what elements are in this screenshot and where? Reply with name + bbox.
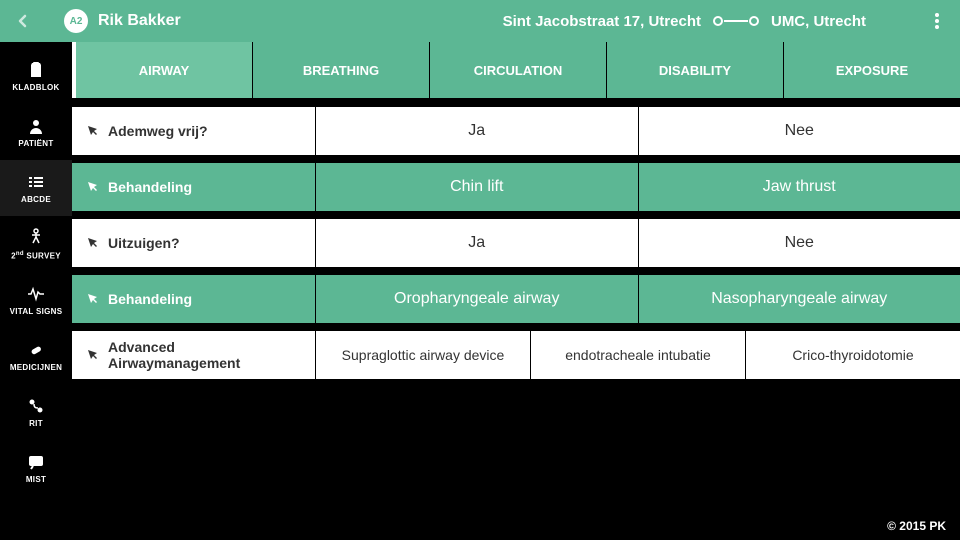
cursor-icon bbox=[86, 124, 100, 138]
tab-breathing[interactable]: BREATHING bbox=[253, 42, 429, 98]
option-button[interactable]: Nee bbox=[639, 107, 960, 155]
route-origin: Sint Jacobstraat 17, Utrecht bbox=[503, 13, 701, 30]
option-button[interactable]: Oropharyngeale airway bbox=[316, 275, 638, 323]
patient-name: Rik Bakker bbox=[98, 12, 503, 30]
footer: © 2015 PK bbox=[72, 512, 960, 540]
assessment-row: Advanced Airwaymanagement Supraglottic ai… bbox=[72, 331, 960, 379]
option-button[interactable]: Nee bbox=[639, 219, 960, 267]
option-button[interactable]: Jaw thrust bbox=[639, 163, 960, 211]
nav-label: MEDICIJNEN bbox=[10, 364, 62, 372]
row-label: Ademweg vrij? bbox=[72, 107, 315, 155]
assessment-row: Behandeling Oropharyngeale airwayNasophar… bbox=[72, 275, 960, 323]
nav-icon bbox=[27, 173, 45, 191]
row-label-text: Ademweg vrij? bbox=[108, 123, 208, 139]
tab-circulation[interactable]: CIRCULATION bbox=[430, 42, 606, 98]
tab-exposure[interactable]: EXPOSURE bbox=[784, 42, 960, 98]
avatar-badge: A2 bbox=[64, 9, 88, 33]
row-label-text: Advanced Airwaymanagement bbox=[108, 339, 301, 371]
sidebar-item-patiënt[interactable]: PATIËNT bbox=[0, 104, 72, 160]
nav-label: RIT bbox=[29, 420, 43, 428]
main-area: AIRWAYBREATHINGCIRCULATIONDISABILITYEXPO… bbox=[72, 42, 960, 540]
route-line-icon bbox=[713, 16, 759, 26]
abcde-tabs: AIRWAYBREATHINGCIRCULATIONDISABILITYEXPO… bbox=[72, 42, 960, 98]
row-label: Uitzuigen? bbox=[72, 219, 315, 267]
sidebar-item-medicijnen[interactable]: MEDICIJNEN bbox=[0, 328, 72, 384]
back-button[interactable] bbox=[12, 10, 34, 32]
sidebar: KLADBLOK PATIËNT ABCDE 2nd SURVEY VITAL SIGN… bbox=[0, 42, 72, 540]
nav-label: MIST bbox=[26, 476, 46, 484]
option-button[interactable]: Supraglottic airway device bbox=[316, 331, 530, 379]
more-button[interactable] bbox=[926, 10, 948, 32]
row-options: Chin liftJaw thrust bbox=[316, 163, 960, 211]
row-label: Behandeling bbox=[72, 163, 315, 211]
nav-icon bbox=[27, 453, 45, 471]
more-vertical-icon bbox=[935, 13, 939, 29]
option-button[interactable]: Crico-thyroidotomie bbox=[746, 331, 960, 379]
sidebar-item-mist[interactable]: MIST bbox=[0, 440, 72, 496]
row-options: Oropharyngeale airwayNasopharyngeale air… bbox=[316, 275, 960, 323]
nav-label: PATIËNT bbox=[18, 140, 53, 148]
option-button[interactable]: Nasopharyngeale airway bbox=[639, 275, 960, 323]
option-button[interactable]: Ja bbox=[316, 107, 638, 155]
row-options: JaNee bbox=[316, 219, 960, 267]
tab-airway[interactable]: AIRWAY bbox=[72, 42, 252, 98]
tab-disability[interactable]: DISABILITY bbox=[607, 42, 783, 98]
copyright-text: © 2015 PK bbox=[887, 519, 946, 533]
sidebar-item-vital-signs[interactable]: VITAL SIGNS bbox=[0, 272, 72, 328]
assessment-row: Behandeling Chin liftJaw thrust bbox=[72, 163, 960, 211]
row-label: Behandeling bbox=[72, 275, 315, 323]
nav-label: KLADBLOK bbox=[12, 84, 59, 92]
row-options: Supraglottic airway deviceendotracheale … bbox=[316, 331, 960, 379]
route-display: Sint Jacobstraat 17, Utrecht UMC, Utrech… bbox=[503, 13, 866, 30]
nav-icon bbox=[27, 341, 45, 359]
arrow-left-icon bbox=[15, 13, 31, 29]
cursor-icon bbox=[86, 236, 100, 250]
airway-content: Ademweg vrij?JaNeeBehandelingChin liftJa… bbox=[72, 99, 960, 512]
row-label: Advanced Airwaymanagement bbox=[72, 331, 315, 379]
sidebar-item-2nd-survey[interactable]: 2nd SURVEY bbox=[0, 216, 72, 272]
cursor-icon bbox=[86, 180, 100, 194]
sidebar-item-abcde[interactable]: ABCDE bbox=[0, 160, 72, 216]
option-button[interactable]: Chin lift bbox=[316, 163, 638, 211]
assessment-row: Uitzuigen? JaNee bbox=[72, 219, 960, 267]
route-destination: UMC, Utrecht bbox=[771, 13, 866, 30]
top-bar: A2 Rik Bakker Sint Jacobstraat 17, Utrec… bbox=[0, 0, 960, 42]
option-button[interactable]: endotracheale intubatie bbox=[531, 331, 745, 379]
cursor-icon bbox=[86, 348, 100, 362]
nav-label: 2nd SURVEY bbox=[11, 251, 61, 261]
cursor-icon bbox=[86, 292, 100, 306]
nav-icon bbox=[27, 228, 45, 246]
nav-icon bbox=[27, 285, 45, 303]
row-label-text: Behandeling bbox=[108, 179, 192, 195]
sidebar-item-rit[interactable]: RIT bbox=[0, 384, 72, 440]
row-label-text: Behandeling bbox=[108, 291, 192, 307]
row-label-text: Uitzuigen? bbox=[108, 235, 180, 251]
nav-icon bbox=[27, 117, 45, 135]
row-options: JaNee bbox=[316, 107, 960, 155]
option-button[interactable]: Ja bbox=[316, 219, 638, 267]
nav-label: VITAL SIGNS bbox=[10, 308, 63, 316]
nav-icon bbox=[27, 397, 45, 415]
nav-label: ABCDE bbox=[21, 196, 51, 204]
nav-icon bbox=[27, 61, 45, 79]
sidebar-item-kladblok[interactable]: KLADBLOK bbox=[0, 48, 72, 104]
assessment-row: Ademweg vrij? JaNee bbox=[72, 107, 960, 155]
